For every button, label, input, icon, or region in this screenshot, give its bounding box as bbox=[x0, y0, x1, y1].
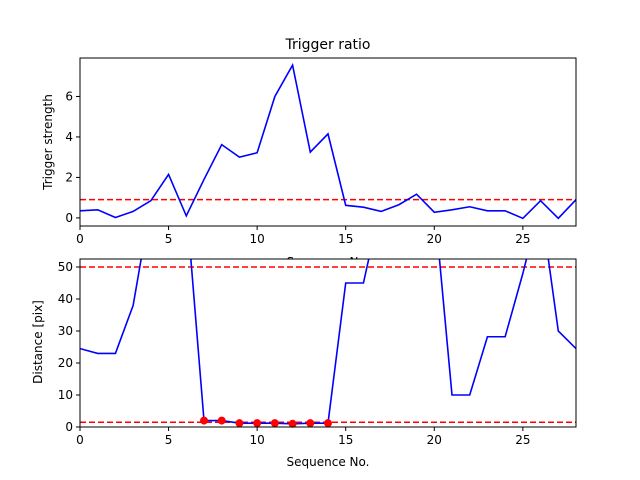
bottom-plot-face bbox=[80, 259, 576, 427]
bottom-marker-point bbox=[288, 419, 297, 428]
bottom-y-tick-label: 40 bbox=[58, 292, 73, 306]
bottom-plot-area: 0 5 10 15 20 25 0 10 20 30 40 50 bbox=[58, 258, 577, 447]
top-y-tick-label: 6 bbox=[65, 89, 73, 103]
bottom-x-tick-label: 25 bbox=[515, 433, 530, 447]
top-x-tick-label: 5 bbox=[165, 232, 173, 246]
bottom-x-tick-label: 10 bbox=[250, 433, 265, 447]
bottom-x-tick-label: 5 bbox=[165, 433, 173, 447]
top-y-axis-label: Trigger strength bbox=[41, 94, 55, 191]
bottom-y-tick-label: 10 bbox=[58, 388, 73, 402]
bottom-marker-point bbox=[235, 419, 244, 428]
bottom-x-tick-label: 15 bbox=[338, 433, 353, 447]
bottom-x-tick-label: 20 bbox=[427, 433, 442, 447]
bottom-marker-point bbox=[253, 419, 262, 428]
top-plot-area: 0 5 10 15 20 25 0 2 4 6 bbox=[65, 57, 577, 246]
bottom-x-tick-label: 0 bbox=[76, 433, 84, 447]
bottom-marker-point bbox=[306, 419, 315, 428]
top-y-tick-label: 2 bbox=[65, 170, 73, 184]
bottom-y-tick-label: 0 bbox=[65, 420, 73, 434]
bottom-axes-frame bbox=[79, 258, 577, 428]
top-y-tick-label: 4 bbox=[65, 130, 73, 144]
bottom-marker-point bbox=[324, 419, 332, 428]
top-axes-frame bbox=[79, 57, 577, 227]
top-x-tick-label: 0 bbox=[76, 232, 84, 246]
bottom-marker-point bbox=[270, 419, 279, 428]
bottom-marker-point bbox=[217, 416, 226, 425]
top-x-tick-label: 15 bbox=[338, 232, 353, 246]
trigger-ratio-panel: Trigger ratio Trigger strength 0 5 10 15 20 2… bbox=[41, 37, 577, 246]
bottom-y-tick-label: 20 bbox=[58, 356, 73, 370]
top-x-tick-label: 10 bbox=[250, 232, 265, 246]
bottom-marker-point bbox=[200, 416, 208, 425]
top-y-tick-label: 0 bbox=[65, 211, 73, 225]
top-chart-title: Trigger ratio bbox=[284, 37, 370, 53]
top-series-line-0 bbox=[80, 62, 576, 220]
bottom-x-axis-label: Sequence No. bbox=[287, 455, 370, 469]
distance-panel: 0 5 10 15 20 25 0 10 20 30 40 50 Distance [pix] Seq… bbox=[31, 258, 577, 469]
bottom-y-tick-label: 50 bbox=[58, 260, 73, 274]
bottom-y-tick-label: 30 bbox=[58, 324, 73, 338]
bottom-y-axis-label: Distance [pix] bbox=[31, 300, 45, 384]
top-x-tick-label: 20 bbox=[427, 232, 442, 246]
top-x-tick-label: 25 bbox=[515, 232, 530, 246]
